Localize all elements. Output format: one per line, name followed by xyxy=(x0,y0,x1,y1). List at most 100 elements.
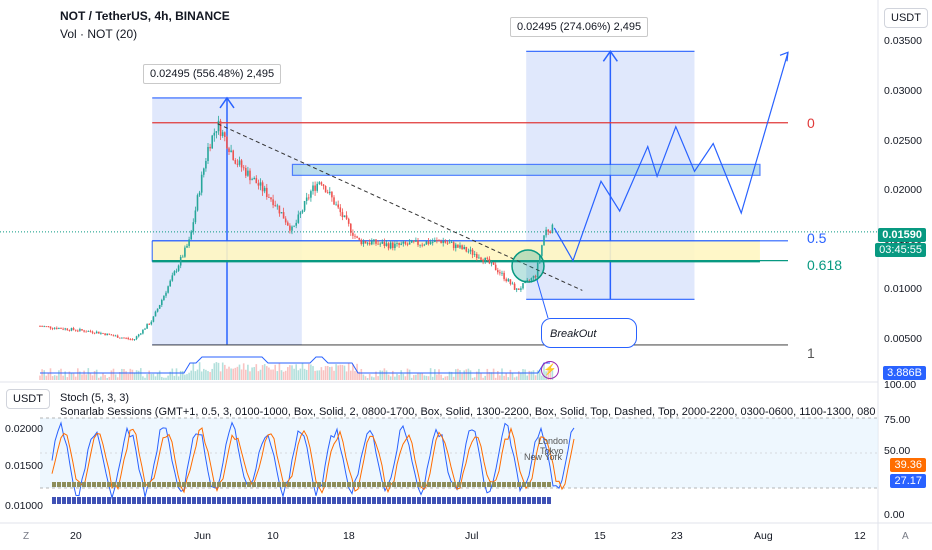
measure-label-1: 0.02495 (556.48%) 2,495 xyxy=(143,64,282,84)
session-bar-bottom xyxy=(297,497,301,504)
volume-bar xyxy=(49,368,52,380)
stoch-unit-button[interactable]: USDT xyxy=(6,389,50,409)
candle-body xyxy=(282,212,285,219)
candle-body xyxy=(476,254,478,258)
breakout-circle xyxy=(511,249,545,283)
candle-body xyxy=(499,272,501,274)
volume-bar xyxy=(318,370,321,380)
session-bar-bottom xyxy=(57,497,61,504)
volume-bar xyxy=(478,368,480,380)
session-bar-bottom xyxy=(112,497,116,504)
candle-body xyxy=(473,254,476,255)
candle-body xyxy=(415,240,417,242)
volume-bar xyxy=(284,370,287,380)
volume-bar xyxy=(402,373,405,380)
session-bar-bottom xyxy=(502,497,506,504)
price-unit-button[interactable]: USDT xyxy=(884,8,928,28)
session-bar-top xyxy=(97,482,101,487)
candle-body xyxy=(308,197,310,199)
volume-bar xyxy=(480,372,482,380)
volume-bar xyxy=(177,376,180,380)
volume-bar xyxy=(494,377,497,380)
candle-body xyxy=(230,150,232,153)
stoch-title[interactable]: Stoch (5, 3, 3) xyxy=(60,392,130,404)
candle-body xyxy=(423,244,426,246)
candle-body xyxy=(268,196,270,198)
volume-bar xyxy=(144,377,146,380)
volume-bar xyxy=(123,369,125,380)
candle-body xyxy=(478,257,480,259)
candle-body xyxy=(398,243,400,245)
session-bar-bottom xyxy=(532,497,536,504)
candle-body xyxy=(238,160,241,165)
session-bar-top xyxy=(502,482,506,487)
candle-body xyxy=(108,333,111,335)
auto-scale-button[interactable]: A xyxy=(902,531,909,542)
candle-body xyxy=(186,245,188,248)
volume-indicator-label[interactable]: Vol · NOT (20) xyxy=(60,27,138,41)
session-bar-top xyxy=(167,482,171,487)
volume-bar xyxy=(421,372,423,380)
volume-bar xyxy=(455,369,457,380)
session-bar-top xyxy=(347,482,351,487)
session-bar-top xyxy=(342,482,346,487)
session-bar-bottom xyxy=(167,497,171,504)
candle-body xyxy=(406,243,409,245)
session-bar-bottom xyxy=(182,497,186,504)
session-bar-bottom xyxy=(377,497,381,504)
candle-body xyxy=(297,214,300,223)
volume-bar xyxy=(232,368,234,380)
candle-body xyxy=(39,326,41,327)
session-bar-bottom xyxy=(397,497,401,504)
candle-body xyxy=(314,185,316,191)
candle-body xyxy=(387,243,390,249)
candle-body xyxy=(200,174,203,193)
volume-bar xyxy=(492,368,495,380)
lightning-alert-icon[interactable]: ⚡ xyxy=(541,361,559,379)
candle-body xyxy=(240,160,243,168)
candle-body xyxy=(93,332,96,334)
volume-bar xyxy=(129,368,132,380)
volume-bar xyxy=(266,366,268,380)
candle-body xyxy=(545,229,547,236)
session-bar-top xyxy=(232,482,236,487)
session-bar-bottom xyxy=(492,497,496,504)
volume-bar xyxy=(308,363,310,380)
candle-body xyxy=(358,237,360,240)
candle-body xyxy=(513,283,516,290)
candle-body xyxy=(72,328,75,330)
volume-bar xyxy=(287,367,289,380)
session-bar-bottom xyxy=(267,497,271,504)
session-bar-bottom xyxy=(307,497,311,504)
candle-body xyxy=(427,241,430,244)
stoch-right-tick: 100.00 xyxy=(884,379,917,391)
candle-body xyxy=(98,331,100,334)
volume-bar xyxy=(379,370,381,380)
candle-body xyxy=(301,210,304,213)
price-tick-label: 0.02000 xyxy=(884,184,922,197)
sessions-indicator-label[interactable]: Sonarlab Sessions (GMT+1, 0.5, 3, 0100-1… xyxy=(60,406,875,418)
last-price-tag: 0.01590 xyxy=(878,228,926,242)
timezone-button[interactable]: Z xyxy=(23,531,30,542)
candle-body xyxy=(480,257,482,260)
candle-body xyxy=(255,178,258,184)
volume-bar xyxy=(268,367,270,380)
volume-bar xyxy=(505,372,507,380)
volume-bar xyxy=(486,368,489,380)
candle-body xyxy=(106,333,108,336)
volume-bar xyxy=(167,375,169,380)
volume-bar xyxy=(539,369,541,380)
candle-body xyxy=(87,330,90,332)
volume-bar xyxy=(257,371,260,380)
volume-bar xyxy=(387,374,390,380)
candle-body xyxy=(459,245,461,248)
session-bar-top xyxy=(517,482,521,487)
candle-body xyxy=(81,329,83,331)
candle-body xyxy=(436,240,438,241)
session-bar-top xyxy=(507,482,511,487)
volume-bar xyxy=(530,371,533,380)
candle-body xyxy=(114,335,117,337)
session-bar-bottom xyxy=(517,497,521,504)
volume-bar xyxy=(58,370,60,380)
session-bar-top xyxy=(457,482,461,487)
